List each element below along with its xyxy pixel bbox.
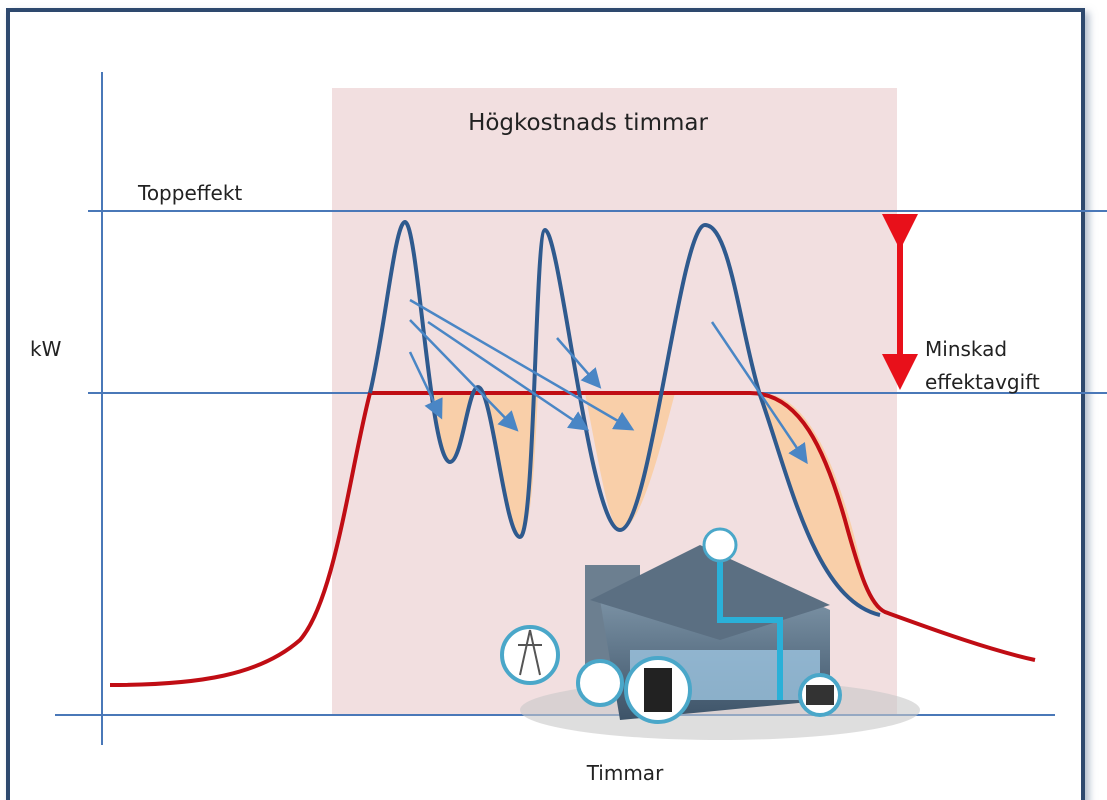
shift-arrows	[408, 298, 808, 465]
reduction-label-line: Minskad	[925, 337, 1007, 361]
original-load-curve	[368, 219, 881, 617]
x-axis-label: Timmar	[586, 761, 664, 785]
shaved-load-curve	[109, 391, 1036, 687]
reduction-label-line: effektavgift	[925, 370, 1040, 394]
zone-title: Högkostnads timmar	[468, 110, 708, 136]
y-axis-label: kW	[30, 337, 62, 361]
building-illustration	[500, 527, 920, 740]
peak-label: Toppeffekt	[137, 181, 242, 205]
